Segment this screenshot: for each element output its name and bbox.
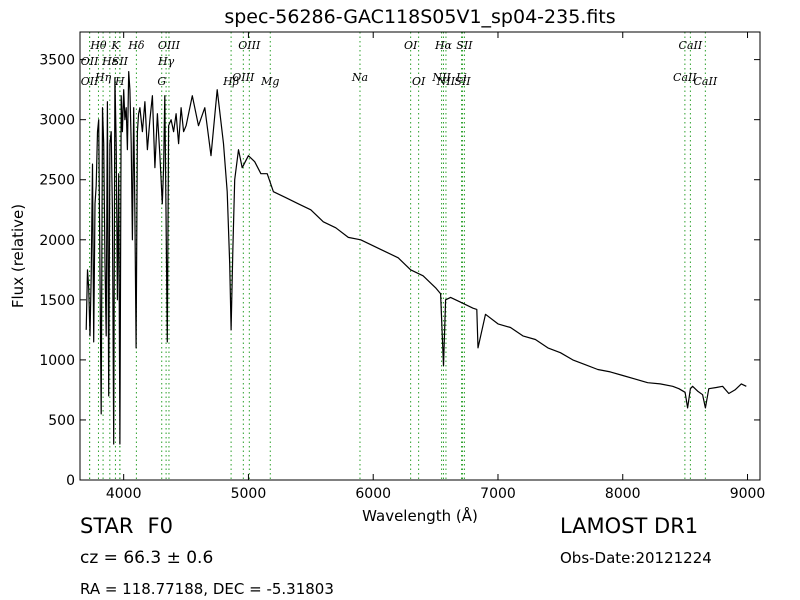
line-marker-label: OIII (158, 39, 181, 52)
line-marker-label: SII (456, 39, 473, 52)
object-class: STAR (80, 514, 134, 538)
line-marker-label: SII (454, 75, 471, 88)
y-tick-label: 0 (66, 473, 75, 489)
line-marker-label: OIII (232, 71, 255, 84)
line-marker-label: Hε (101, 55, 118, 68)
line-marker-label: CaII (679, 39, 703, 52)
y-tick-label: 3500 (39, 53, 75, 69)
line-marker-label: OI (412, 75, 426, 88)
line-marker-label: Hγ (157, 55, 175, 68)
line-marker-label: Na (351, 71, 368, 84)
ticks-layer: 4000 5000 6000 7000 8000 9000 0 500 1000 1500 2000… (39, 32, 765, 502)
y-tick-label: 3000 (39, 113, 75, 129)
plot-frame (79, 31, 761, 481)
line-marker-label: OII (81, 55, 99, 68)
obs-date: Obs-Date:20121224 (560, 549, 712, 567)
class-label: STAR F0 (80, 514, 173, 538)
line-marker-label: CaII (694, 75, 718, 88)
x-tick-label: 9000 (730, 486, 766, 502)
line-marker-label: SII (112, 55, 129, 68)
ra-dec-text: RA = 118.77188, DEC = -5.31803 (80, 580, 334, 598)
series-layer (85, 70, 747, 445)
line-marker-label: OI (404, 39, 418, 52)
line-marker-label: NII (431, 71, 451, 84)
x-axis-label: Wavelength (Å) (362, 506, 478, 525)
line-markers-layer (89, 32, 706, 480)
x-tick-label: 4000 (106, 486, 142, 502)
y-tick-label: 1500 (39, 293, 75, 309)
chart-title: spec-56286-GAC118S05V1_sp04-235.fits (224, 6, 615, 28)
y-tick-label: 2500 (39, 173, 75, 189)
line-marker-label: Hθ (89, 39, 107, 52)
y-tick-label: 500 (48, 413, 75, 429)
line-marker-label: CaII (673, 71, 697, 84)
x-tick-label: 5000 (231, 486, 267, 502)
line-marker-label: Hα (434, 39, 453, 52)
line-marker-label: Hβ (222, 75, 239, 88)
y-axis-label: Flux (relative) (9, 204, 27, 308)
x-tick-label: 6000 (355, 486, 391, 502)
line-marker-label: NII (436, 75, 456, 88)
line-marker-label: H (114, 75, 125, 88)
survey-label: LAMOST DR1 (560, 514, 699, 538)
line-marker-label: K (110, 39, 120, 52)
line-marker-label: Li (455, 71, 467, 84)
redshift-text: cz = 66.3 ± 0.6 (80, 548, 214, 568)
line-marker-label: OIII (238, 39, 261, 52)
y-tick-label: 1000 (39, 353, 75, 369)
line-marker-label: G (157, 75, 166, 88)
line-marker-label: Hη (94, 71, 112, 84)
line-marker-label: Hδ (127, 39, 145, 52)
line-marker-label: OII (81, 75, 99, 88)
spectrum-series-0 (85, 70, 747, 445)
object-subclass: F0 (147, 514, 173, 538)
line-marker-label: Mg (260, 75, 279, 88)
x-tick-label: 7000 (480, 486, 516, 502)
x-tick-label: 8000 (605, 486, 641, 502)
y-tick-label: 2000 (39, 233, 75, 249)
